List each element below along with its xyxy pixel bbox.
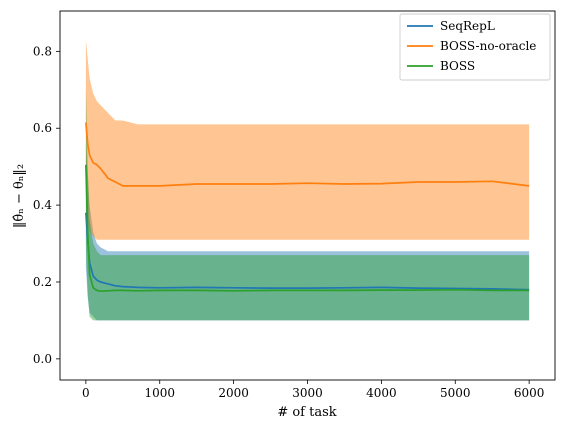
legend-label-seqrepl: SeqRepL bbox=[440, 19, 495, 33]
band-boss bbox=[85, 86, 530, 321]
line-seqrepl bbox=[85, 212, 530, 291]
x-tick-label: 0 bbox=[82, 386, 90, 400]
y-tick-label: 0.4 bbox=[33, 198, 52, 212]
legend-box bbox=[399, 13, 551, 81]
band-seqrepl bbox=[85, 143, 530, 321]
y-axis-label: ‖θ̂ₙ − θₙ‖₂ bbox=[12, 164, 27, 228]
x-tick-label: 6000 bbox=[514, 386, 545, 400]
band-boss-no-oracle bbox=[85, 39, 530, 240]
x-tick-label: 1000 bbox=[144, 386, 175, 400]
line-boss bbox=[85, 164, 530, 293]
y-axis: 0.0 0.2 0.4 0.6 0.8 bbox=[33, 44, 60, 366]
x-tick-label: 4000 bbox=[366, 386, 397, 400]
y-tick-label: 0.6 bbox=[33, 121, 52, 135]
y-tick-label: 0.2 bbox=[33, 275, 52, 289]
y-tick-label: 0.0 bbox=[33, 352, 52, 366]
legend: SeqRepL BOSS-no-oracle BOSS bbox=[399, 13, 551, 81]
x-axis-label: # of task bbox=[277, 405, 336, 420]
legend-label-boss-no-oracle: BOSS-no-oracle bbox=[440, 39, 536, 53]
line-boss-no-oracle bbox=[85, 122, 530, 187]
legend-label-boss: BOSS bbox=[440, 59, 475, 73]
x-tick-label: 5000 bbox=[440, 386, 471, 400]
line-layer bbox=[85, 122, 530, 293]
x-axis: 0 1000 2000 3000 4000 5000 6000 bbox=[82, 380, 544, 400]
x-tick-label: 2000 bbox=[218, 386, 249, 400]
x-tick-label: 3000 bbox=[292, 386, 323, 400]
y-tick-label: 0.8 bbox=[33, 44, 52, 58]
band-layer bbox=[85, 39, 530, 321]
